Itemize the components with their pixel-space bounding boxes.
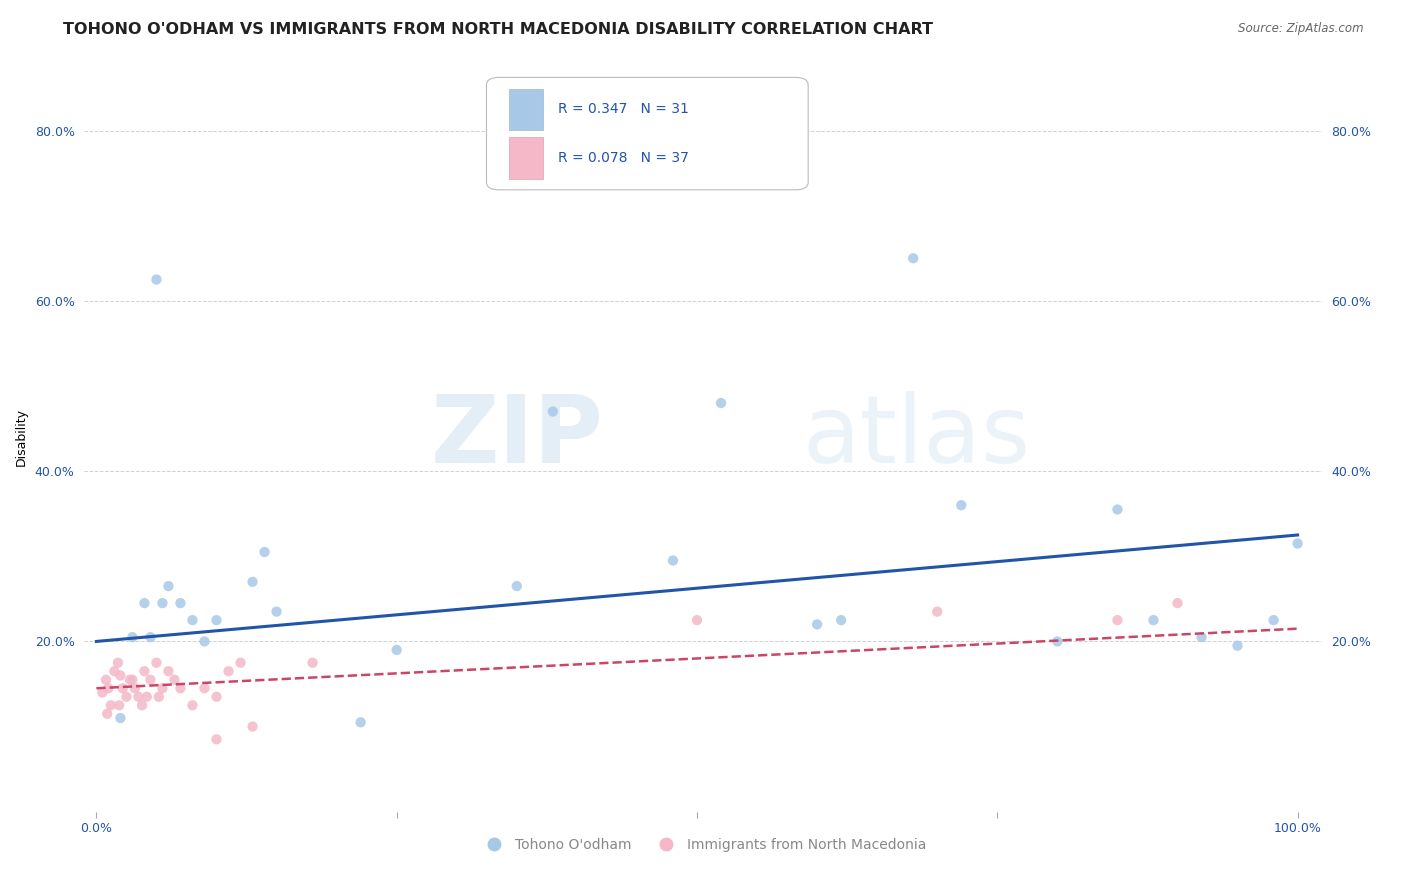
Point: [662, 553, 685, 567]
Point: [253, 545, 276, 559]
Point: [135, 690, 157, 704]
Point: [541, 404, 564, 418]
Point: [108, 698, 131, 713]
Point: [1107, 613, 1129, 627]
Point: [121, 630, 143, 644]
Point: [91, 685, 114, 699]
Point: [103, 664, 125, 678]
Bar: [509, 137, 543, 178]
Point: [107, 656, 129, 670]
Point: [710, 396, 733, 410]
Point: [131, 698, 153, 713]
FancyBboxPatch shape: [486, 78, 808, 190]
Point: [96, 706, 118, 721]
Point: [903, 252, 925, 266]
Point: [350, 715, 373, 730]
Point: [1191, 630, 1213, 644]
Text: R = 0.347   N = 31: R = 0.347 N = 31: [558, 103, 689, 116]
Point: [806, 617, 828, 632]
Point: [686, 613, 709, 627]
Point: [94, 673, 117, 687]
Point: [97, 681, 120, 696]
Point: [134, 596, 156, 610]
Point: [193, 681, 215, 696]
Point: [148, 690, 170, 704]
Point: [181, 698, 204, 713]
Point: [110, 711, 132, 725]
Point: [169, 681, 191, 696]
Point: [1046, 634, 1069, 648]
Point: [152, 596, 174, 610]
Point: [127, 690, 149, 704]
Point: [152, 681, 174, 696]
Point: [145, 272, 167, 286]
Point: [139, 673, 162, 687]
Text: R = 0.078   N = 37: R = 0.078 N = 37: [558, 151, 689, 165]
Point: [927, 605, 949, 619]
Point: [1263, 613, 1285, 627]
Point: [157, 664, 180, 678]
Point: [242, 574, 264, 589]
Point: [301, 656, 323, 670]
Point: [139, 630, 162, 644]
Y-axis label: Disability: Disability: [14, 408, 28, 467]
Point: [1286, 536, 1309, 550]
Point: [145, 656, 167, 670]
Point: [115, 690, 138, 704]
Point: [1142, 613, 1164, 627]
Point: [205, 613, 228, 627]
Point: [169, 596, 191, 610]
Text: TOHONO O'ODHAM VS IMMIGRANTS FROM NORTH MACEDONIA DISABILITY CORRELATION CHART: TOHONO O'ODHAM VS IMMIGRANTS FROM NORTH …: [63, 22, 934, 37]
Legend: Tohono O'odham, Immigrants from North Macedonia: Tohono O'odham, Immigrants from North Ma…: [474, 832, 932, 857]
Point: [118, 673, 141, 687]
Bar: [509, 88, 543, 130]
Point: [205, 732, 228, 747]
Point: [100, 698, 122, 713]
Point: [218, 664, 240, 678]
Point: [193, 634, 215, 648]
Point: [121, 673, 143, 687]
Point: [950, 498, 973, 512]
Point: [385, 643, 408, 657]
Text: Source: ZipAtlas.com: Source: ZipAtlas.com: [1239, 22, 1364, 36]
Point: [1166, 596, 1188, 610]
Point: [205, 690, 228, 704]
Point: [830, 613, 852, 627]
Point: [1107, 502, 1129, 516]
Point: [157, 579, 180, 593]
Point: [124, 681, 146, 696]
Point: [1226, 639, 1249, 653]
Point: [266, 605, 288, 619]
Text: atlas: atlas: [801, 391, 1031, 483]
Point: [110, 668, 132, 682]
Text: ZIP: ZIP: [432, 391, 605, 483]
Point: [242, 720, 264, 734]
Point: [181, 613, 204, 627]
Point: [134, 664, 156, 678]
Point: [111, 681, 134, 696]
Point: [163, 673, 186, 687]
Point: [229, 656, 252, 670]
Point: [506, 579, 529, 593]
